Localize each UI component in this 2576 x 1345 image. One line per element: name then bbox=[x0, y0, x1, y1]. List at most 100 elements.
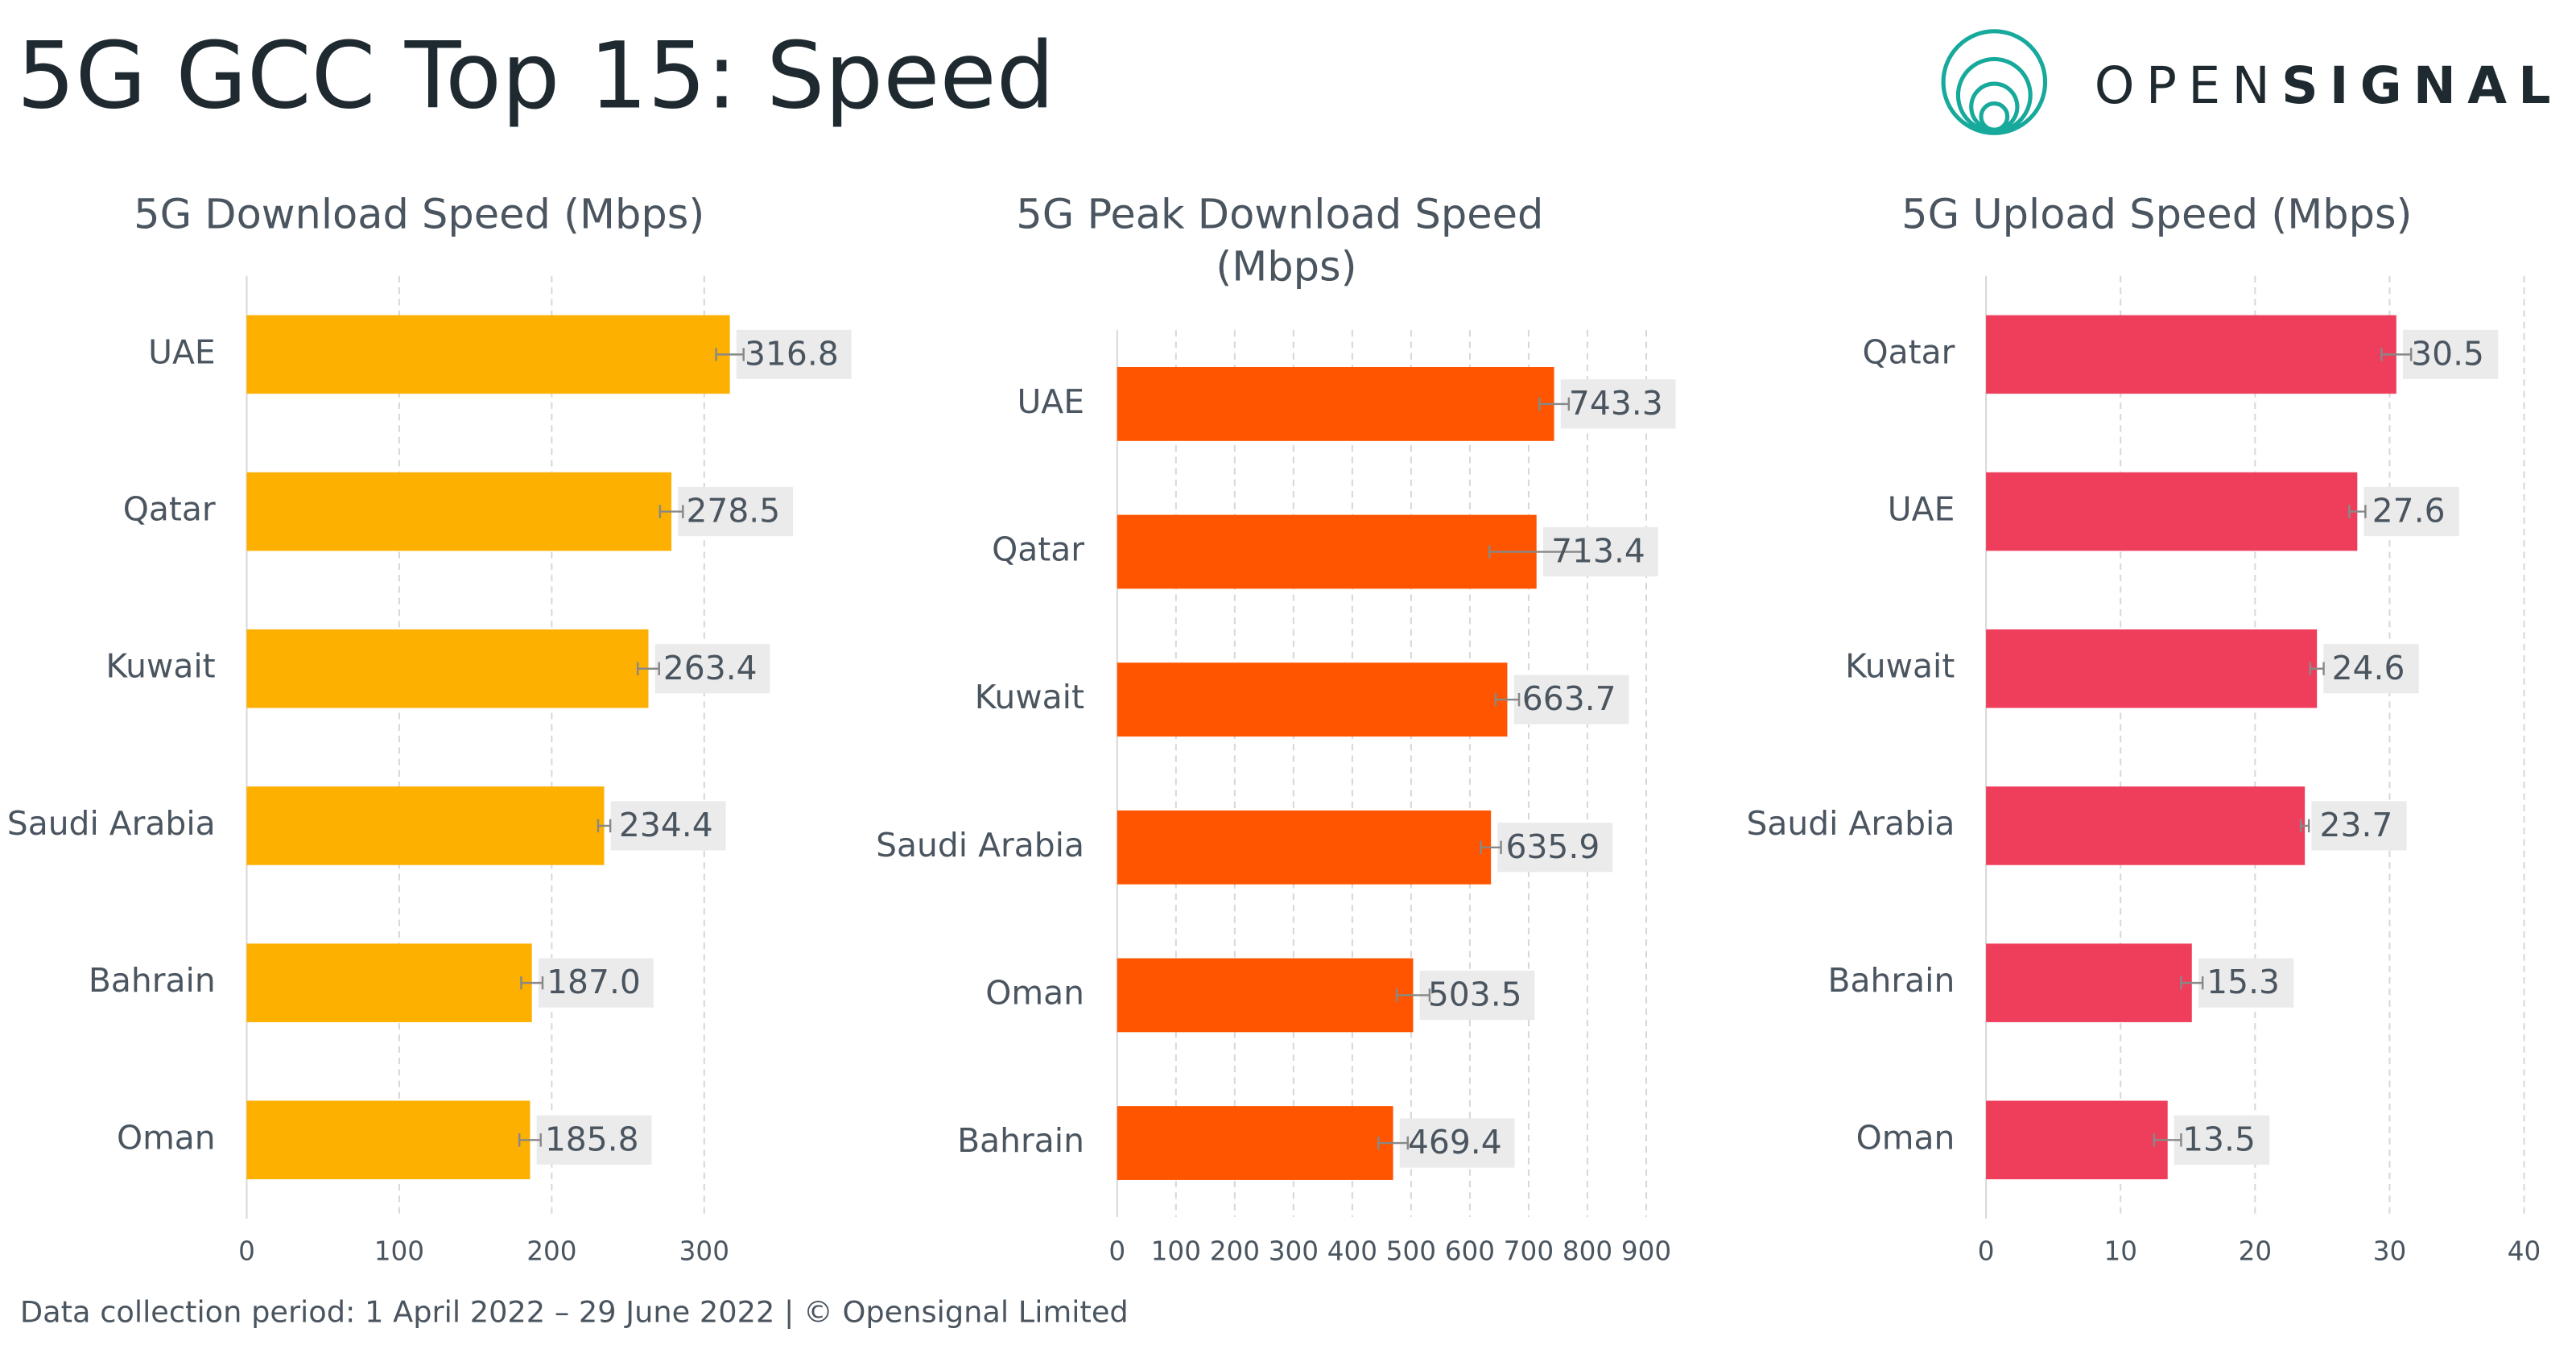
error-bar bbox=[1494, 693, 1521, 707]
category-label: UAE bbox=[1888, 490, 1955, 529]
category-label: Qatar bbox=[992, 530, 1084, 569]
x-tick-label: 30 bbox=[2373, 1236, 2407, 1267]
category-label: Saudi Arabia bbox=[7, 804, 216, 843]
x-tick-label: 400 bbox=[1327, 1236, 1377, 1267]
bar bbox=[246, 786, 605, 865]
category-label: Kuwait bbox=[1845, 647, 1955, 686]
category-label: Oman bbox=[985, 973, 1084, 1012]
chart-title-line: (Mbps) bbox=[1216, 244, 1356, 291]
value-label-bg bbox=[2311, 801, 2407, 851]
category-label: Kuwait bbox=[105, 647, 215, 686]
value-label: 743.3 bbox=[1569, 384, 1663, 423]
value-label: 24.6 bbox=[2332, 649, 2405, 687]
bar bbox=[1986, 472, 2358, 551]
error-bar bbox=[1377, 1136, 1410, 1150]
value-label: 713.4 bbox=[1551, 532, 1645, 571]
value-label: 13.5 bbox=[2182, 1120, 2256, 1158]
error-bar bbox=[715, 348, 745, 361]
bar bbox=[246, 315, 730, 394]
value-label-bg bbox=[1513, 675, 1629, 724]
error-bar bbox=[1538, 397, 1571, 411]
value-label-bg bbox=[654, 644, 770, 694]
value-label: 316.8 bbox=[745, 334, 839, 373]
error-bar bbox=[2348, 505, 2367, 518]
panel: 5G Download Speed (Mbps) 0 100 200 300 UAE 316… bbox=[7, 191, 852, 1267]
x-tick-label: 300 bbox=[679, 1236, 729, 1267]
error-bar bbox=[1395, 988, 1431, 1002]
x-tick-label: 40 bbox=[2508, 1236, 2541, 1267]
error-bar bbox=[1488, 545, 1585, 559]
bar bbox=[1117, 514, 1537, 589]
error-bar bbox=[520, 976, 544, 990]
value-label: 234.4 bbox=[619, 806, 713, 844]
x-tick-label: 10 bbox=[2103, 1236, 2137, 1267]
error-bar bbox=[2380, 348, 2413, 361]
value-label: 469.4 bbox=[1408, 1123, 1502, 1161]
bar bbox=[246, 1100, 530, 1180]
x-tick-label: 0 bbox=[1978, 1236, 1995, 1267]
error-bar bbox=[2153, 1133, 2182, 1147]
value-label-bg bbox=[2402, 329, 2499, 379]
chart-title: 5G Upload Speed (Mbps) bbox=[1901, 191, 2412, 238]
x-tick-label: 0 bbox=[238, 1236, 255, 1267]
value-label-bg bbox=[2323, 644, 2419, 694]
value-label: 23.7 bbox=[2320, 806, 2393, 844]
x-tick-label: 20 bbox=[2239, 1236, 2273, 1267]
value-label: 30.5 bbox=[2411, 334, 2484, 373]
category-label: Bahrain bbox=[89, 961, 216, 1000]
category-label: Oman bbox=[117, 1118, 216, 1157]
value-label: 503.5 bbox=[1428, 975, 1522, 1013]
value-label: 663.7 bbox=[1522, 679, 1616, 718]
x-tick-label: 200 bbox=[526, 1236, 576, 1267]
error-bar bbox=[518, 1133, 542, 1147]
error-bar bbox=[2309, 662, 2325, 675]
error-bar bbox=[658, 505, 684, 518]
category-label: Bahrain bbox=[1828, 961, 1955, 1000]
logo-bold: SIGNAL bbox=[2281, 56, 2562, 115]
value-label-bg bbox=[1419, 970, 1535, 1021]
value-label-bg bbox=[1560, 379, 1676, 429]
bar bbox=[1117, 662, 1508, 737]
category-label: Bahrain bbox=[957, 1121, 1084, 1160]
value-label-bg bbox=[538, 958, 654, 1008]
logo bbox=[1941, 29, 2048, 135]
value-label-bg bbox=[678, 486, 794, 537]
value-label-bg bbox=[2198, 958, 2294, 1008]
value-label-bg bbox=[1497, 823, 1613, 873]
error-bar bbox=[636, 662, 660, 675]
category-label: Qatar bbox=[1862, 332, 1955, 371]
bar bbox=[1117, 810, 1492, 885]
x-tick-label: 900 bbox=[1621, 1236, 1671, 1267]
bar bbox=[1986, 786, 2306, 865]
x-tick-label: 500 bbox=[1386, 1236, 1436, 1267]
bar bbox=[246, 943, 532, 1022]
category-label: UAE bbox=[1017, 382, 1084, 421]
x-tick-label: 100 bbox=[374, 1236, 424, 1267]
bar bbox=[1117, 367, 1554, 441]
logo-text: OPENSIGNAL bbox=[2095, 56, 2562, 115]
value-label: 185.8 bbox=[545, 1120, 639, 1158]
x-tick-label: 700 bbox=[1504, 1236, 1554, 1267]
x-tick-label: 800 bbox=[1563, 1236, 1612, 1267]
error-bar bbox=[2299, 819, 2310, 833]
value-label-bg bbox=[1399, 1118, 1515, 1168]
value-label: 635.9 bbox=[1506, 827, 1600, 866]
value-label: 187.0 bbox=[547, 963, 641, 1001]
value-label: 15.3 bbox=[2207, 963, 2280, 1001]
x-tick-label: 600 bbox=[1445, 1236, 1495, 1267]
bar bbox=[246, 472, 672, 551]
footer: Data collection period: 1 April 2022 – 2… bbox=[20, 1295, 1129, 1331]
x-tick-label: 0 bbox=[1108, 1236, 1125, 1267]
panel: 5G Peak Download Speed (Mbps) 0 100 200 300 4… bbox=[876, 191, 1676, 1267]
bar bbox=[1117, 1106, 1393, 1180]
page-title: 5G GCC Top 15: Speed bbox=[17, 22, 1055, 129]
bar bbox=[1986, 943, 2192, 1022]
x-tick-label: 300 bbox=[1269, 1236, 1319, 1267]
category-label: Qatar bbox=[123, 490, 216, 529]
error-bar bbox=[597, 819, 612, 833]
value-label-bg bbox=[736, 329, 852, 379]
bar bbox=[1986, 1100, 2168, 1180]
panel: 5G Upload Speed (Mbps) 0 10 20 30 40 Qatar 30.5… bbox=[1746, 191, 2541, 1266]
chart-title: 5G Peak Download Speed (Mbps) bbox=[1016, 191, 1556, 291]
